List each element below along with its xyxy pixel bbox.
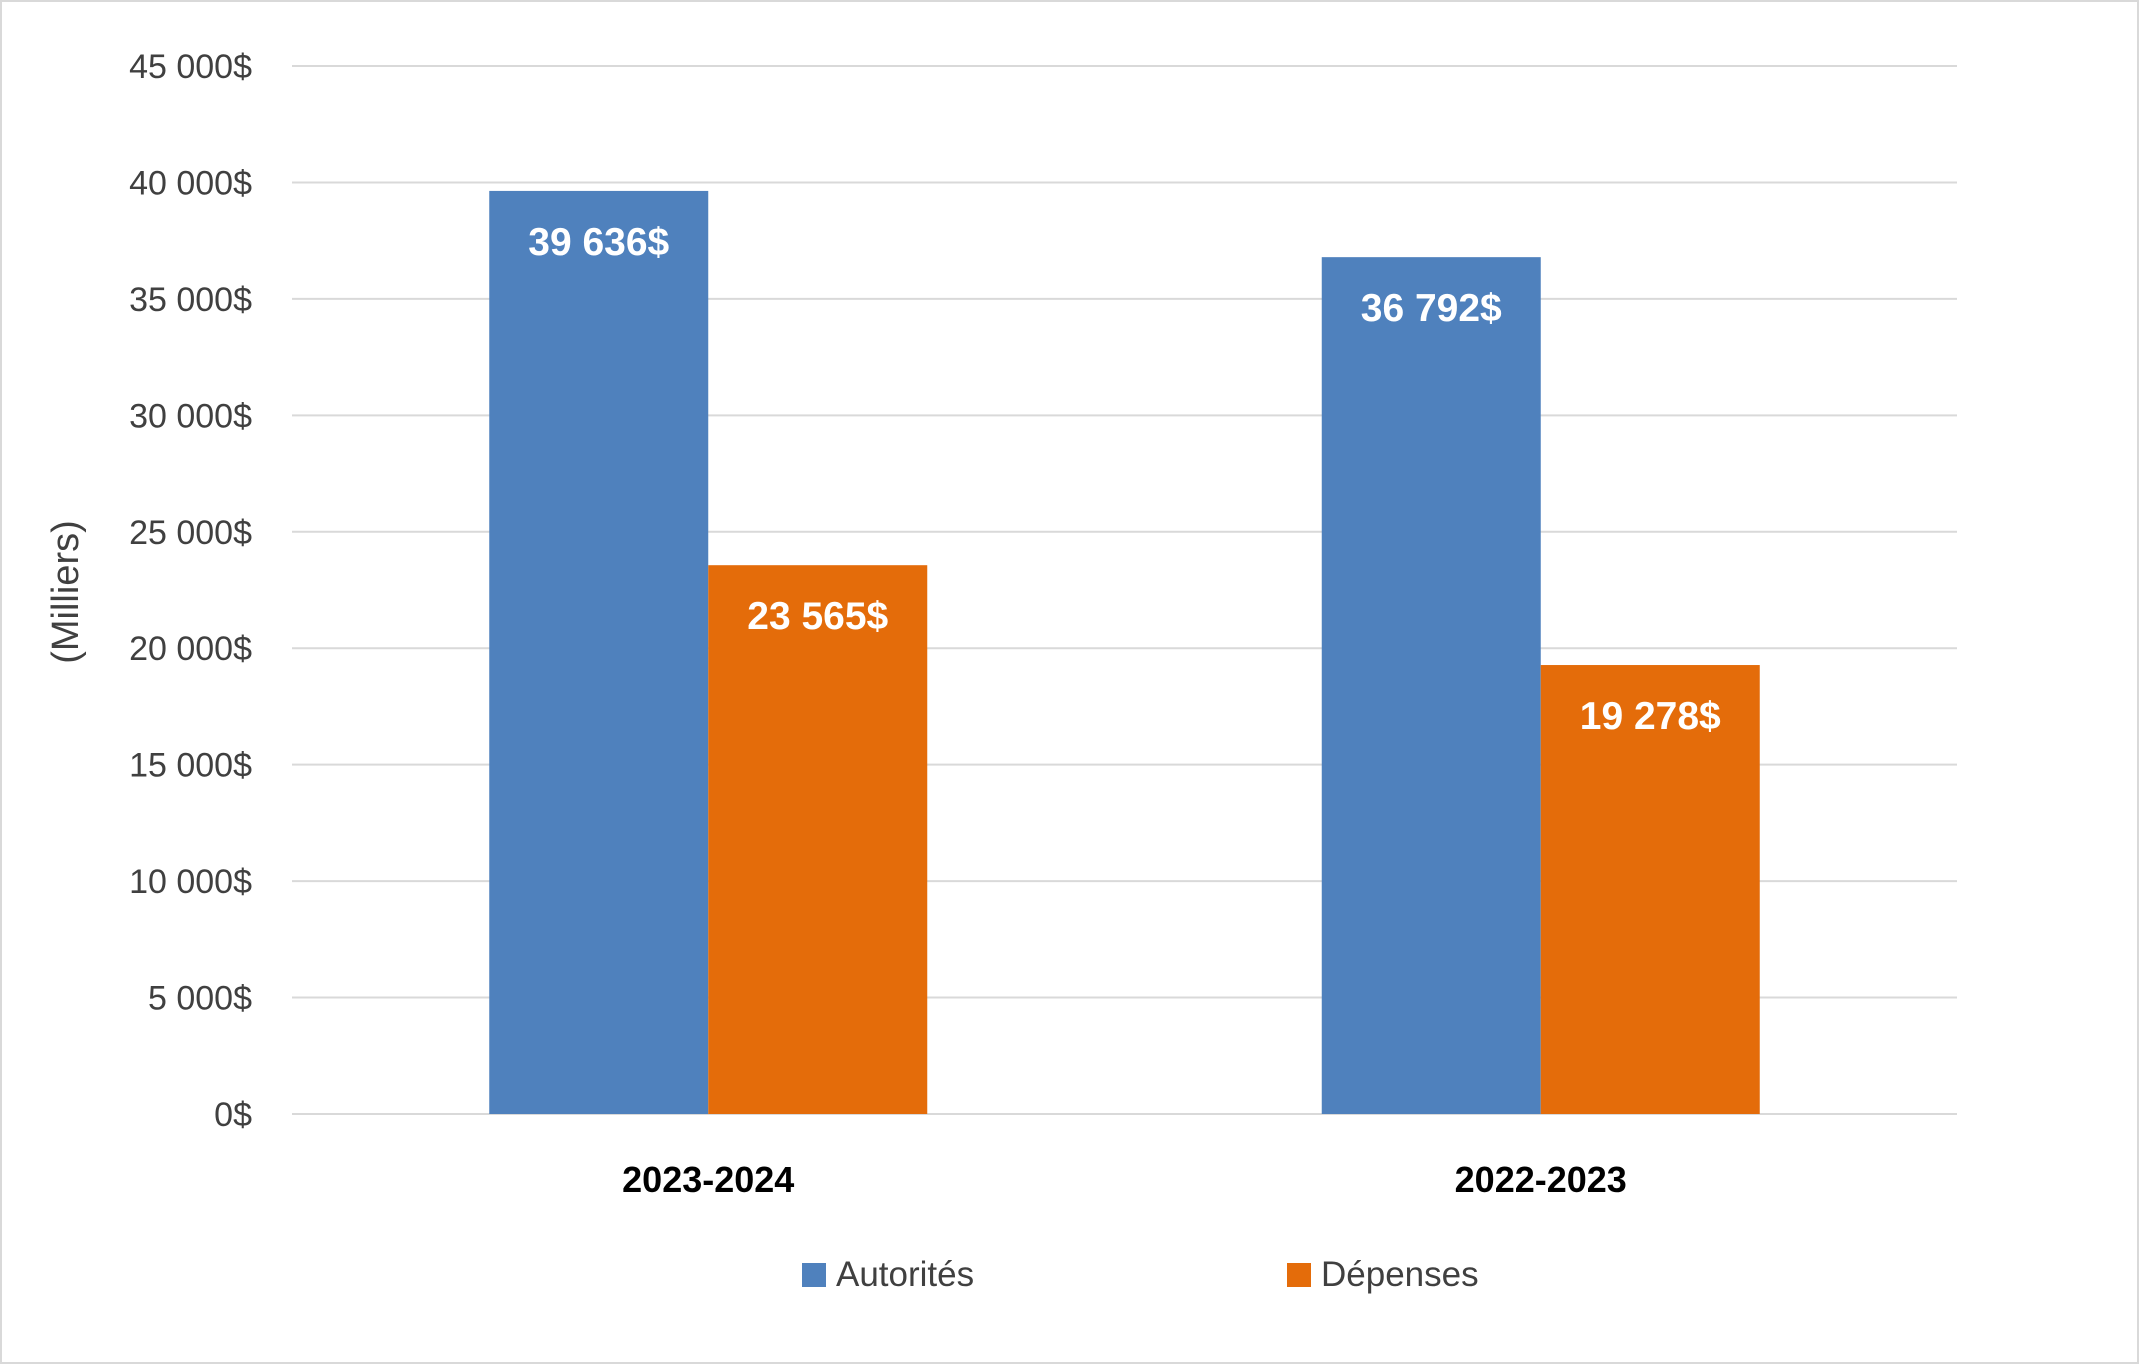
bar-depenses <box>708 565 928 1114</box>
y-tick-label: 15 000$ <box>129 747 252 785</box>
legend-swatch <box>802 1263 826 1287</box>
data-label: 19 278$ <box>1580 695 1721 738</box>
legend-label: Autorités <box>836 1255 974 1294</box>
data-label: 23 565$ <box>747 595 888 638</box>
y-tick-label: 20 000$ <box>129 630 252 668</box>
y-tick-label: 0$ <box>214 1096 252 1134</box>
y-axis-title: (Milliers) <box>45 520 87 664</box>
y-tick-label: 30 000$ <box>129 397 252 435</box>
x-category-label: 2022-2023 <box>1455 1159 1627 1200</box>
y-tick-label: 35 000$ <box>129 281 252 319</box>
bar-autorites <box>1321 257 1541 1114</box>
legend-swatch <box>1287 1263 1311 1287</box>
legend-label: Dépenses <box>1321 1255 1479 1294</box>
y-tick-label: 45 000$ <box>129 48 252 86</box>
bar-autorites <box>489 190 709 1114</box>
y-tick-label: 10 000$ <box>129 863 252 901</box>
data-label: 36 792$ <box>1361 287 1502 330</box>
legend: Autorités Dépenses <box>802 1255 1479 1294</box>
x-axis-categories: 2023-2024 2022-2023 <box>622 1159 1627 1200</box>
x-category-label: 2023-2024 <box>622 1159 794 1200</box>
bar-depenses <box>1540 665 1760 1114</box>
y-axis-ticks: 0$ 5 000$ 10 000$ 15 000$ 20 000$ 25 000$ 30 0… <box>129 48 252 1134</box>
bars: 39 636$ 23 565$ 36 792$ 19 278$ <box>489 190 1760 1114</box>
y-tick-label: 25 000$ <box>129 514 252 552</box>
data-label: 39 636$ <box>528 221 669 264</box>
y-tick-label: 5 000$ <box>148 980 252 1018</box>
y-tick-label: 40 000$ <box>129 164 252 202</box>
